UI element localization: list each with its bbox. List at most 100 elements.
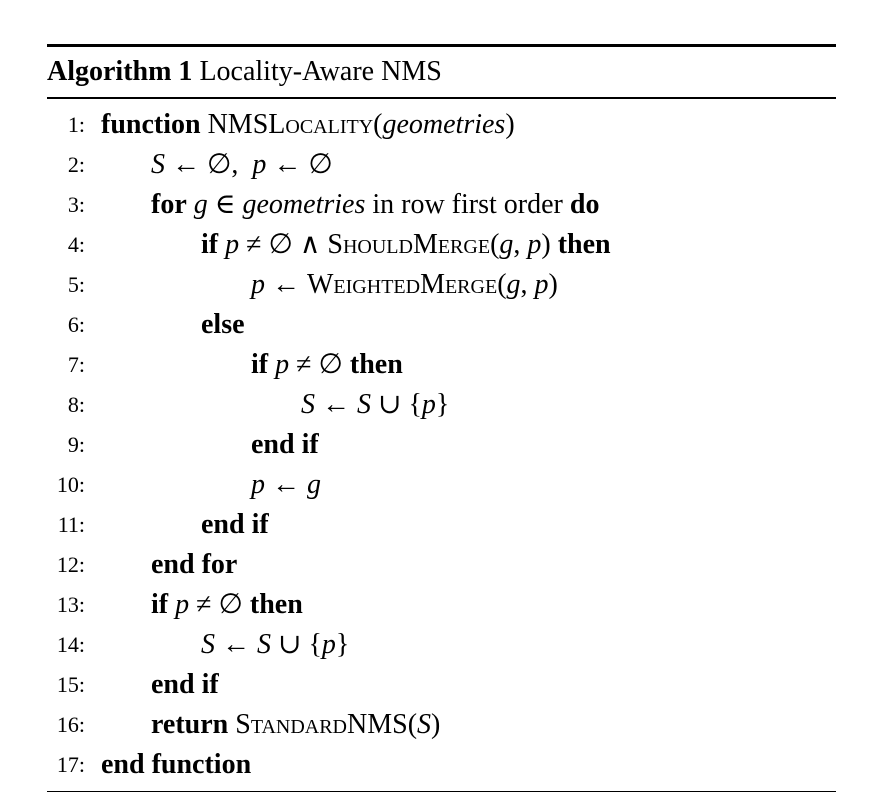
algorithm-line: 4: if p ≠ ∅ ∧ ShouldMerge(g, p) then [47,225,836,265]
code-text: ← [265,268,307,300]
keyword: if [251,348,269,380]
code-text: } [335,628,350,660]
code-text: ∪ { [271,628,322,660]
keyword: return [151,708,229,740]
code-text: ) [431,708,441,740]
algorithm-line: 9: end if [47,425,836,465]
procedure-name: StandardNMS [235,708,408,740]
math-variable: geometries [382,108,506,140]
code-text: ≠ ∅ ∧ [239,228,328,260]
line-code: return StandardNMS(S) [151,705,440,745]
procedure-name: ShouldMerge [327,228,491,260]
line-code: end if [151,665,219,705]
keyword: end if [251,428,319,460]
algorithm-line: 10: p ← g [47,465,836,505]
math-variable: S [357,388,371,420]
algorithm-line: 15: end if [47,665,836,705]
math-variable: p [252,148,267,180]
line-number: 7: [67,351,85,377]
algorithm-line: 7: if p ≠ ∅ then [47,345,836,385]
math-variable: p [321,628,336,660]
line-number: 1: [67,111,85,137]
keyword: do [569,188,600,220]
line-code: end for [151,545,237,585]
line-number: 14: [56,631,85,657]
code-text: ∪ { [371,388,422,420]
algorithm-line: 16: return StandardNMS(S) [47,705,836,745]
keyword: end function [101,748,252,780]
algorithm-line: 14: S ← S ∪ {p} [47,625,836,665]
line-number: 5: [67,271,85,297]
math-variable: g [307,468,321,500]
keyword: end if [201,508,269,540]
code-text: ( [497,268,507,300]
algorithm-line: 11: end if [47,505,836,545]
line-number: 13: [56,591,85,617]
math-variable: p [225,228,240,260]
line-number: 9: [67,431,85,457]
code-text: ) [548,268,558,300]
line-number: 11: [57,511,85,537]
caption-rule [47,97,836,99]
line-code: function NMSLocality(geometries) [101,105,515,145]
line-number: 4: [67,231,85,257]
algorithm-line: 6: else [47,305,836,345]
line-code: if p ≠ ∅ then [251,345,403,385]
math-variable: g [499,228,514,260]
math-variable: S [417,708,432,740]
line-code: if p ≠ ∅ then [151,585,303,625]
line-number: 2: [67,151,85,177]
algorithm-caption: Algorithm 1 Locality-Aware NMS [47,47,836,97]
line-code: S ← S ∪ {p} [301,385,449,425]
code-text: ) [505,108,515,140]
algorithm-lines: 1: function NMSLocality(geometries) 2: S ← … [47,99,836,791]
line-number: 6: [67,311,85,337]
code-text: ← [315,388,357,420]
math-variable: p [251,268,265,300]
math-variable: p [251,468,265,500]
code-text: ) [541,228,558,260]
math-variable: p [534,268,549,300]
code-text: in row first order [365,188,570,220]
algorithm-line: 8: S ← S ∪ {p} [47,385,836,425]
line-code: S ← ∅, p ← ∅ [151,145,333,185]
keyword: else [201,308,245,340]
bottom-rule [47,790,836,792]
line-code: p ← WeightedMerge(g, p) [251,265,558,305]
line-code: else [201,305,245,345]
line-code: S ← S ∪ {p} [201,625,349,665]
code-text: ← [265,468,307,500]
keyword: then [349,348,403,380]
code-text [187,189,194,220]
line-number: 15: [56,671,85,697]
math-variable: p [275,348,290,380]
code-text [201,109,208,140]
keyword: end for [151,548,238,580]
code-text: ∈ [207,188,243,220]
algorithm-line: 3: for g ∈ geometries in row first order … [47,185,836,225]
keyword: end if [151,668,219,700]
algorithm-line: 13: if p ≠ ∅ then [47,585,836,625]
code-text: ( [373,108,383,140]
line-number: 17: [56,751,85,777]
algorithm-line: 1: function NMSLocality(geometries) [47,105,836,145]
algorithm-line: 12: end for [47,545,836,585]
keyword: then [249,588,303,620]
math-variable: g [506,268,521,300]
line-code: p ← g [251,465,321,505]
code-text: ← [215,628,257,660]
code-text: , [513,228,528,260]
algorithm-line: 17: end function [47,745,836,785]
line-code: if p ≠ ∅ ∧ ShouldMerge(g, p) then [201,225,611,265]
line-code: end if [201,505,269,545]
keyword: for [151,188,187,220]
code-text: ← ∅ [266,148,333,180]
code-text: ( [490,228,500,260]
procedure-name: WeightedMerge [307,268,498,300]
top-rule [47,44,836,47]
code-text: ≠ ∅ [289,348,350,380]
code-text: ≠ ∅ [189,588,250,620]
code-text: } [435,388,450,420]
keyword: if [201,228,219,260]
procedure-name: ocality [285,108,374,140]
